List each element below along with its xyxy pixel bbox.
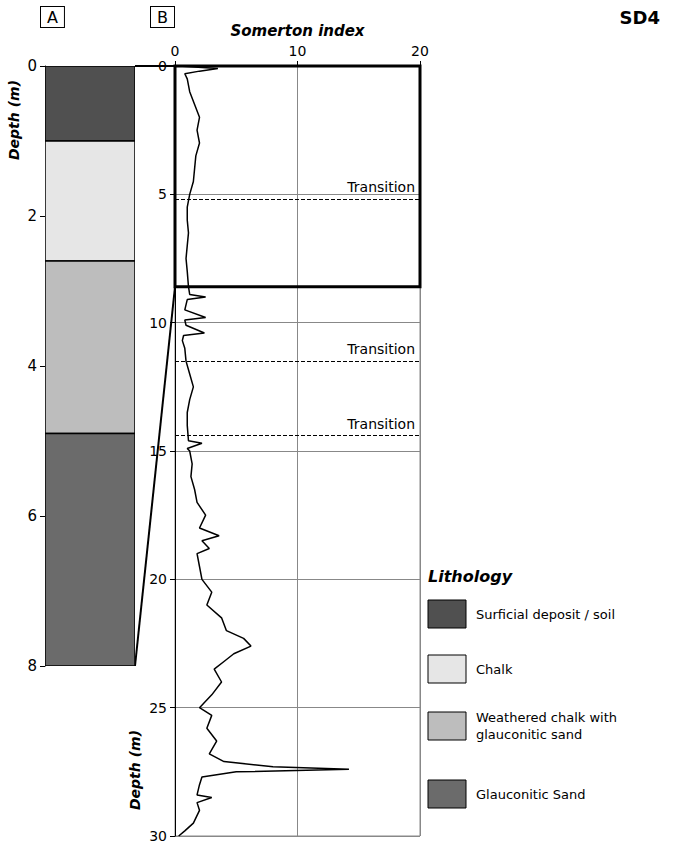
svg-text:30: 30 bbox=[149, 828, 167, 844]
svg-text:0: 0 bbox=[158, 58, 167, 74]
svg-text:Depth (m): Depth (m) bbox=[127, 730, 143, 810]
svg-text:Lithology: Lithology bbox=[428, 567, 513, 586]
svg-text:Chalk: Chalk bbox=[476, 662, 513, 677]
svg-text:6: 6 bbox=[27, 507, 37, 525]
svg-text:Weathered chalk with: Weathered chalk with bbox=[476, 710, 621, 725]
svg-text:15: 15 bbox=[149, 443, 167, 459]
svg-text:5: 5 bbox=[158, 186, 167, 202]
svg-text:Somerton index: Somerton index bbox=[230, 22, 365, 40]
svg-text:0: 0 bbox=[27, 57, 37, 75]
svg-text:25: 25 bbox=[149, 700, 167, 716]
svg-text:Transition: Transition bbox=[346, 416, 415, 432]
svg-text:8: 8 bbox=[27, 657, 37, 675]
svg-text:Surficial deposit / soil: Surficial deposit / soil bbox=[476, 607, 615, 622]
svg-text:B: B bbox=[157, 8, 168, 27]
svg-text:10: 10 bbox=[149, 315, 167, 331]
svg-text:4: 4 bbox=[27, 357, 37, 375]
svg-text:SD4: SD4 bbox=[620, 7, 660, 28]
svg-text:2: 2 bbox=[27, 207, 37, 225]
svg-text:10: 10 bbox=[289, 43, 307, 59]
svg-text:Depth (m): Depth (m) bbox=[6, 80, 22, 160]
svg-text:Glauconitic Sand: Glauconitic Sand bbox=[476, 787, 586, 802]
svg-text:A: A bbox=[47, 8, 58, 27]
svg-text:glauconitic sand: glauconitic sand bbox=[476, 727, 582, 742]
svg-text:20: 20 bbox=[149, 571, 167, 587]
svg-text:Transition: Transition bbox=[346, 179, 415, 195]
svg-text:20: 20 bbox=[411, 43, 429, 59]
svg-text:Transition: Transition bbox=[346, 341, 415, 357]
svg-text:0: 0 bbox=[171, 43, 180, 59]
